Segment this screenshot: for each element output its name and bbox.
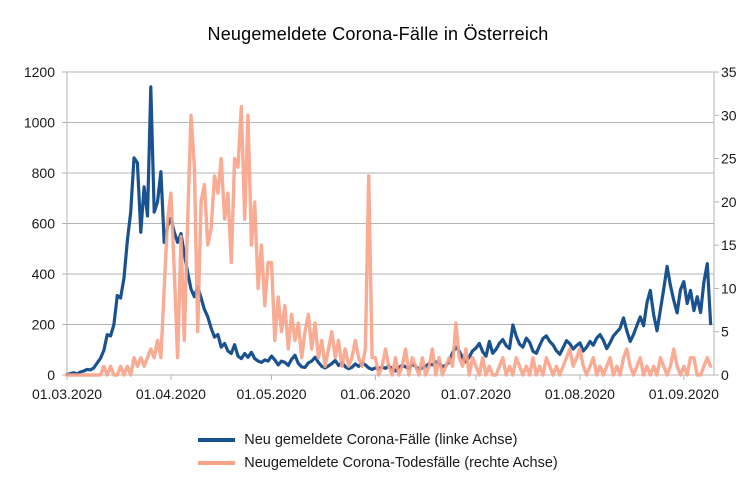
left-axis-label: 600 xyxy=(32,216,56,232)
legend-item-cases: Neu gemeldete Corona-Fälle (linke Achse) xyxy=(198,428,517,451)
legend: Neu gemeldete Corona-Fälle (linke Achse)… xyxy=(0,428,756,474)
legend-swatch-cases-line xyxy=(198,437,236,442)
right-axis-label: 20 xyxy=(721,194,737,210)
legend-label-deaths: Neugemeldete Corona-Todesfälle (rechte A… xyxy=(244,454,558,471)
x-axis-label: 01.04.2020 xyxy=(136,386,206,402)
legend-swatch-deaths-line xyxy=(198,460,236,465)
x-axis-label: 01.06.2020 xyxy=(340,386,410,402)
right-axis-label: 10 xyxy=(721,280,737,296)
legend-inner: Neu gemeldete Corona-Fälle (linke Achse)… xyxy=(198,428,558,474)
x-axis-label: 01.05.2020 xyxy=(236,386,306,402)
x-axis-label: 01.07.2020 xyxy=(441,386,511,402)
left-axis-label: 200 xyxy=(32,317,56,333)
right-axis-label: 15 xyxy=(721,237,737,253)
x-axis-label: 01.08.2020 xyxy=(545,386,615,402)
chart-title: Neugemeldete Corona-Fälle in Österreich xyxy=(207,24,549,44)
right-axis-label: 0 xyxy=(721,367,729,383)
plot-area: 0 200 400 600 800 1000 1200 0 5 10 15 20 25 30 35 01.03… xyxy=(24,64,737,402)
right-axis-label: 35 xyxy=(721,64,737,80)
right-axis-label: 30 xyxy=(721,107,737,123)
left-axis-label: 1000 xyxy=(24,115,55,131)
legend-label-cases: Neu gemeldete Corona-Fälle (linke Achse) xyxy=(244,431,518,448)
legend-item-deaths: Neugemeldete Corona-Todesfälle (rechte A… xyxy=(198,451,558,474)
left-axis-label: 0 xyxy=(47,367,55,383)
right-axis-label: 25 xyxy=(721,151,737,167)
x-axis-label: 01.03.2020 xyxy=(32,386,102,402)
series-line-deaths xyxy=(65,104,713,377)
right-axis-label: 5 xyxy=(721,324,729,340)
left-axis-label: 400 xyxy=(32,266,56,282)
left-axis-label: 800 xyxy=(32,165,56,181)
left-axis-label: 1200 xyxy=(24,64,55,80)
x-axis-label: 01.09.2020 xyxy=(649,386,719,402)
